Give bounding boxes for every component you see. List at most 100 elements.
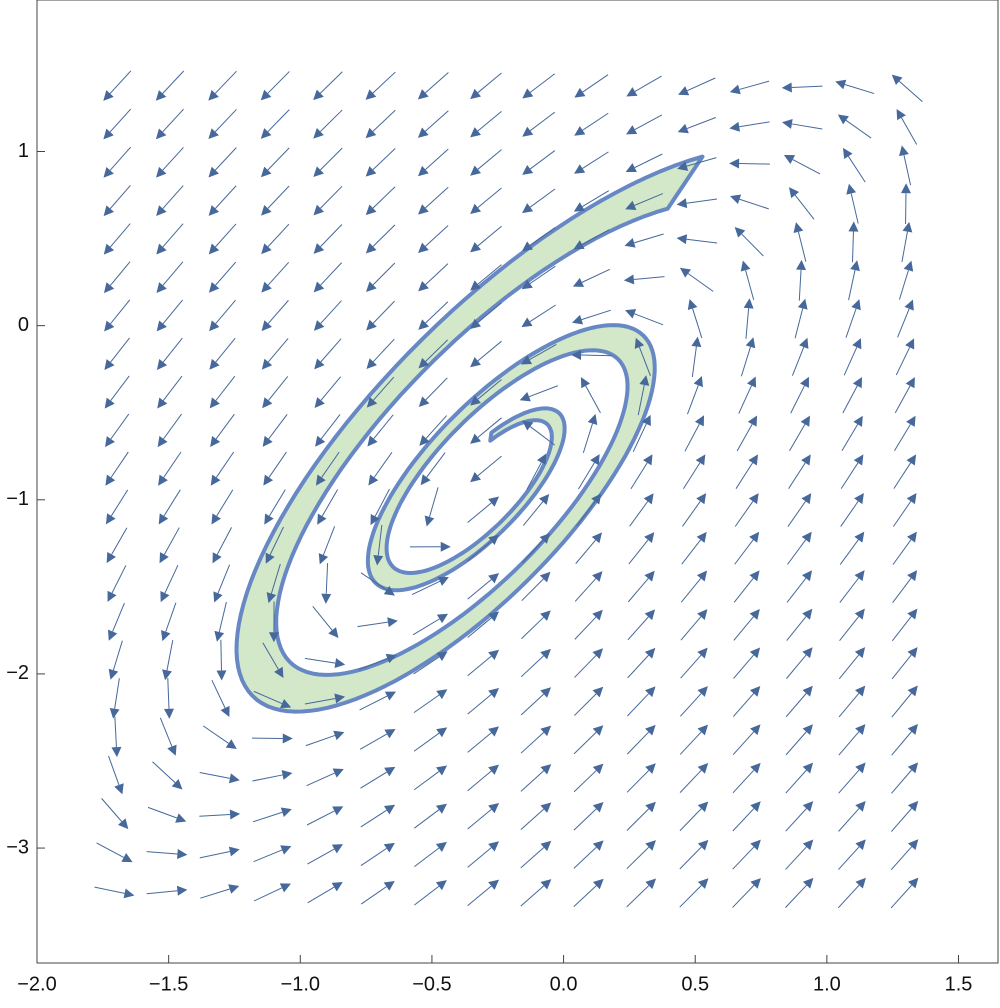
stream-arrowhead bbox=[581, 377, 590, 388]
stream-arrowhead bbox=[263, 436, 273, 447]
stream-line bbox=[217, 490, 233, 516]
stream-line bbox=[269, 452, 286, 477]
stream-line bbox=[734, 578, 753, 602]
stream-line bbox=[221, 640, 222, 671]
stream-arrowhead bbox=[574, 88, 585, 98]
stream-arrowhead bbox=[626, 87, 637, 96]
stream-line bbox=[788, 501, 806, 526]
stream-arrowhead bbox=[802, 570, 812, 581]
stream-arrowhead bbox=[156, 282, 166, 293]
stream-line bbox=[308, 887, 335, 903]
stream-line bbox=[786, 808, 807, 831]
stream-line bbox=[681, 617, 701, 640]
stream-arrowhead bbox=[750, 609, 760, 620]
stream-arrowhead bbox=[897, 109, 906, 120]
stream-arrowhead bbox=[838, 115, 849, 125]
stream-arrowhead bbox=[470, 127, 481, 137]
stream-arrowhead bbox=[677, 198, 688, 208]
stream-line bbox=[110, 71, 131, 94]
stream-line bbox=[680, 732, 701, 755]
stream-line bbox=[892, 693, 912, 717]
stream-line bbox=[736, 463, 753, 489]
stream-line bbox=[845, 84, 874, 93]
stream-arrowhead bbox=[855, 647, 865, 658]
stream-arrowhead bbox=[216, 670, 226, 680]
stream-arrowhead bbox=[908, 762, 918, 773]
stream-line bbox=[530, 112, 555, 131]
stream-line bbox=[468, 809, 492, 829]
stream-arrowhead bbox=[802, 686, 812, 697]
stream-line bbox=[268, 148, 289, 170]
stream-line bbox=[97, 843, 124, 857]
stream-line bbox=[268, 300, 288, 323]
stream-line bbox=[307, 811, 334, 825]
stream-arrowhead bbox=[328, 627, 338, 638]
stream-line bbox=[219, 602, 226, 632]
stream-arrowhead bbox=[229, 847, 240, 857]
stream-line bbox=[164, 490, 180, 516]
stream-arrowhead bbox=[158, 436, 168, 447]
stream-arrowhead bbox=[488, 726, 499, 736]
stream-arrowhead bbox=[782, 119, 793, 129]
stream-arrowhead bbox=[488, 880, 499, 890]
stream-line bbox=[787, 617, 806, 641]
stream-arrowhead bbox=[901, 183, 911, 193]
stream-line bbox=[891, 847, 911, 870]
stream-arrowhead bbox=[488, 573, 499, 583]
x-tick-label: −1.5 bbox=[149, 973, 188, 995]
stream-arrowhead bbox=[590, 454, 599, 465]
stream-arrowhead bbox=[741, 260, 751, 271]
stream-line bbox=[268, 376, 287, 400]
stream-line bbox=[582, 152, 608, 169]
stream-arrowhead bbox=[907, 647, 917, 658]
stream-line bbox=[373, 110, 395, 131]
stream-line bbox=[429, 487, 438, 517]
stream-arrowhead bbox=[748, 415, 757, 426]
stream-arrowhead bbox=[855, 570, 865, 581]
stream-line bbox=[739, 164, 770, 165]
stream-line bbox=[164, 528, 179, 555]
stream-arrowhead bbox=[230, 809, 240, 819]
x-tick-label: 1.5 bbox=[945, 973, 973, 995]
stream-line bbox=[307, 849, 334, 864]
stream-arrowhead bbox=[644, 493, 654, 504]
stream-line bbox=[110, 147, 130, 170]
stream-line bbox=[785, 885, 806, 907]
stream-arrowhead bbox=[105, 436, 115, 447]
stream-line bbox=[635, 115, 662, 130]
stream-arrowhead bbox=[522, 127, 533, 137]
stream-arrowhead bbox=[574, 202, 585, 211]
stream-arrowhead bbox=[332, 844, 343, 853]
stream-line bbox=[839, 770, 859, 793]
stream-arrowhead bbox=[626, 125, 637, 134]
stream-line bbox=[320, 110, 342, 132]
stream-line bbox=[361, 810, 387, 827]
stream-arrowhead bbox=[160, 552, 169, 563]
stream-arrowhead bbox=[161, 630, 170, 641]
stream-line bbox=[468, 694, 492, 714]
stream-line bbox=[110, 300, 129, 324]
stream-line bbox=[216, 376, 235, 400]
stream-arrowhead bbox=[850, 260, 860, 271]
stream-line bbox=[307, 773, 335, 786]
stream-arrowhead bbox=[263, 475, 273, 486]
stream-line bbox=[268, 338, 288, 362]
stream-line bbox=[530, 151, 555, 169]
stream-arrowhead bbox=[592, 532, 602, 543]
stream-line bbox=[160, 718, 172, 747]
stream-line bbox=[574, 771, 596, 792]
stream-line bbox=[252, 775, 282, 781]
stream-arrowhead bbox=[321, 594, 331, 604]
stream-line bbox=[576, 540, 596, 564]
stream-line bbox=[374, 452, 392, 477]
stream-line bbox=[313, 606, 332, 630]
stream-arrowhead bbox=[470, 472, 481, 482]
stream-line bbox=[216, 452, 233, 477]
stream-line bbox=[634, 234, 664, 243]
stream-line bbox=[468, 656, 492, 676]
stream-line bbox=[414, 771, 439, 789]
stream-line bbox=[373, 263, 395, 285]
stream-arrowhead bbox=[159, 513, 169, 524]
stream-arrowhead bbox=[157, 359, 167, 370]
